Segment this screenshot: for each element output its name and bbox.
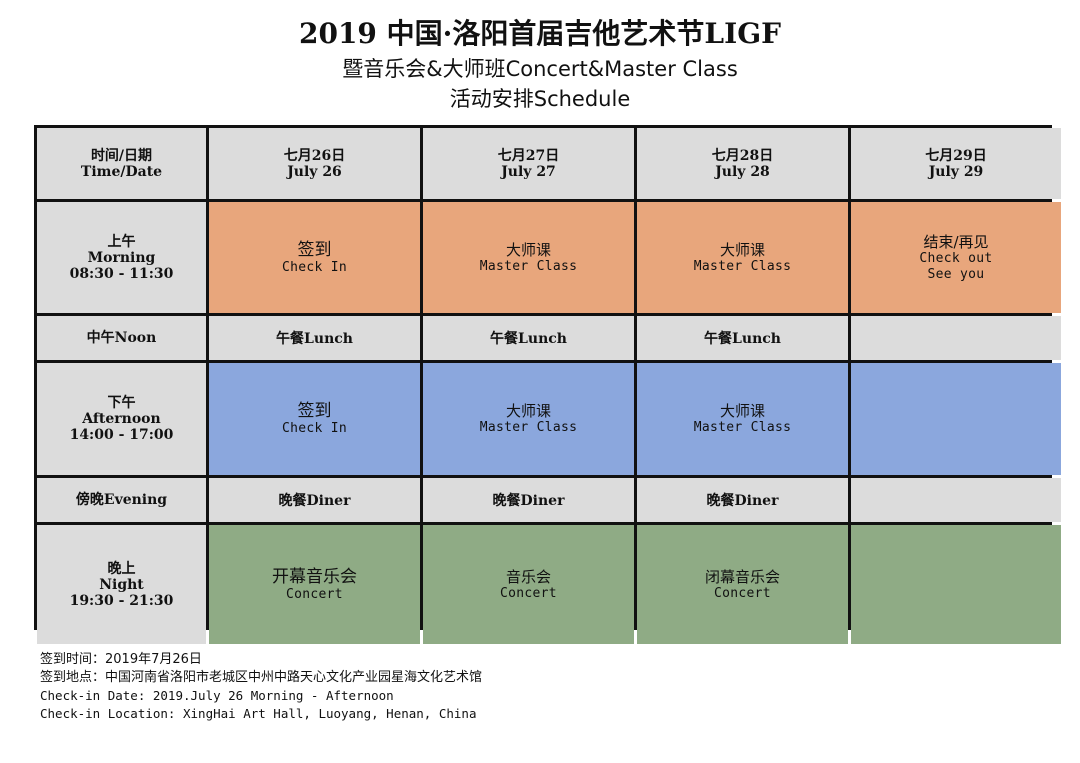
afternoon-cell-3: 大师课 Master Class [637,363,848,475]
checkin-date-en: Check-in Date: 2019.July 26 Morning - Af… [40,688,394,703]
event-en: Master Class [479,420,578,435]
row-time: 14:00 - 17:00 [69,427,174,443]
event-zh: 音乐会 [505,567,551,586]
header-day-1: 七月26日 July 26 [209,128,420,199]
checkin-time-zh: 签到时间：2019年7月26日 [40,652,202,667]
noon-cell-2: 午餐Lunch [423,316,634,360]
day-en: July 29 [928,163,984,180]
morning-cell-3: 大师课 Master Class [637,202,848,313]
afternoon-cell-4 [851,363,1061,475]
event-zh: 大师课 [719,240,765,259]
checkin-place-zh: 签到地点：中国河南省洛阳市老城区中州中路天心文化产业园星海文化艺术馆 [40,670,483,685]
day-zh: 七月29日 [925,147,987,164]
row-label-zh: 下午 [107,395,136,411]
evening-cell-1: 晚餐Diner [209,478,420,522]
day-zh: 七月27日 [497,147,560,164]
event-en: Master Class [693,258,792,274]
row-label-noon: 中午Noon [37,316,206,360]
row-label-afternoon: 下午 Afternoon 14:00 - 17:00 [37,363,206,475]
row-label-en: Afternoon [82,411,161,427]
noon-cell-4 [851,316,1061,360]
night-cell-2: 音乐会 Concert [423,525,634,644]
event-en: Concert [714,585,771,601]
event-zh: 签到 [297,401,332,421]
event-zh: 大师课 [719,402,765,420]
event-en: Concert [286,586,343,602]
main-title: 2019 中国·洛阳首届吉他艺术节LIGF [298,17,781,50]
row-label-night: 晚上 Night 19:30 - 21:30 [37,525,206,644]
header-day-3: 七月28日 July 28 [637,128,848,199]
night-cell-1: 开幕音乐会 Concert [209,525,420,644]
event-en: Master Class [479,258,578,274]
row-label-evening: 傍晚Evening [37,478,206,522]
event-en: Check out [919,250,993,266]
row-label-zh: 晚上 [107,560,136,577]
header-corner: 时间/日期 Time/Date [37,128,206,199]
day-en: July 28 [715,163,770,180]
checkin-notes: 签到时间：2019年7月26日 签到地点：中国河南省洛阳市老城区中州中路天心文化… [40,651,482,723]
noon-cell-1: 午餐Lunch [209,316,420,360]
morning-cell-2: 大师课 Master Class [423,202,634,313]
schedule-table: 时间/日期 Time/Date 七月26日 July 26 七月27日 July… [34,125,1061,644]
event-zh: 开幕音乐会 [272,566,357,587]
row-label-morning: 上午 Morning 08:30 - 11:30 [37,202,206,313]
afternoon-cell-2: 大师课 Master Class [423,363,634,475]
row-time: 19:30 - 21:30 [69,592,174,609]
header-day-2: 七月27日 July 27 [423,128,634,199]
sub-title: 暨音乐会&大师班Concert&Master Class [342,57,738,81]
evening-cell-3: 晚餐Diner [637,478,848,522]
noon-cell-3: 午餐Lunch [637,316,848,360]
schedule-title: 活动安排Schedule [449,87,631,111]
evening-cell-4 [851,478,1061,522]
night-cell-4 [851,525,1061,644]
header-day-4: 七月29日 July 29 [851,128,1061,199]
row-label-zh: 上午 [107,233,136,250]
checkin-location-en: Check-in Location: XingHai Art Hall, Luo… [40,706,477,721]
event-zh: 大师课 [505,240,551,259]
day-zh: 七月26日 [283,147,346,164]
day-en: July 27 [501,163,556,180]
event-zh: 结束/再见 [923,232,989,251]
event-zh: 签到 [297,239,332,260]
event-en: Check In [281,259,347,275]
evening-cell-2: 晚餐Diner [423,478,634,522]
event-zh: 闭幕音乐会 [704,567,780,586]
row-time: 08:30 - 11:30 [69,265,174,282]
day-zh: 七月28日 [711,147,774,164]
night-cell-3: 闭幕音乐会 Concert [637,525,848,644]
header-corner-en: Time/Date [80,163,163,180]
event-en: Master Class [693,420,792,435]
row-label-en: Night [99,576,144,593]
event-zh: 大师课 [505,402,551,420]
event-en: Concert [500,585,557,601]
morning-cell-1: 签到 Check In [209,202,420,313]
day-en: July 26 [287,163,342,180]
event-en-2: See you [927,266,985,282]
row-label-en: Morning [87,249,156,266]
event-en: Check In [281,421,347,436]
morning-cell-4: 结束/再见 Check out See you [851,202,1061,313]
header-corner-zh: 时间/日期 [90,147,153,164]
afternoon-cell-1: 签到 Check In [209,363,420,475]
title-block: 2019 中国·洛阳首届吉他艺术节LIGF 暨音乐会&大师班Concert&Ma… [0,14,1080,114]
